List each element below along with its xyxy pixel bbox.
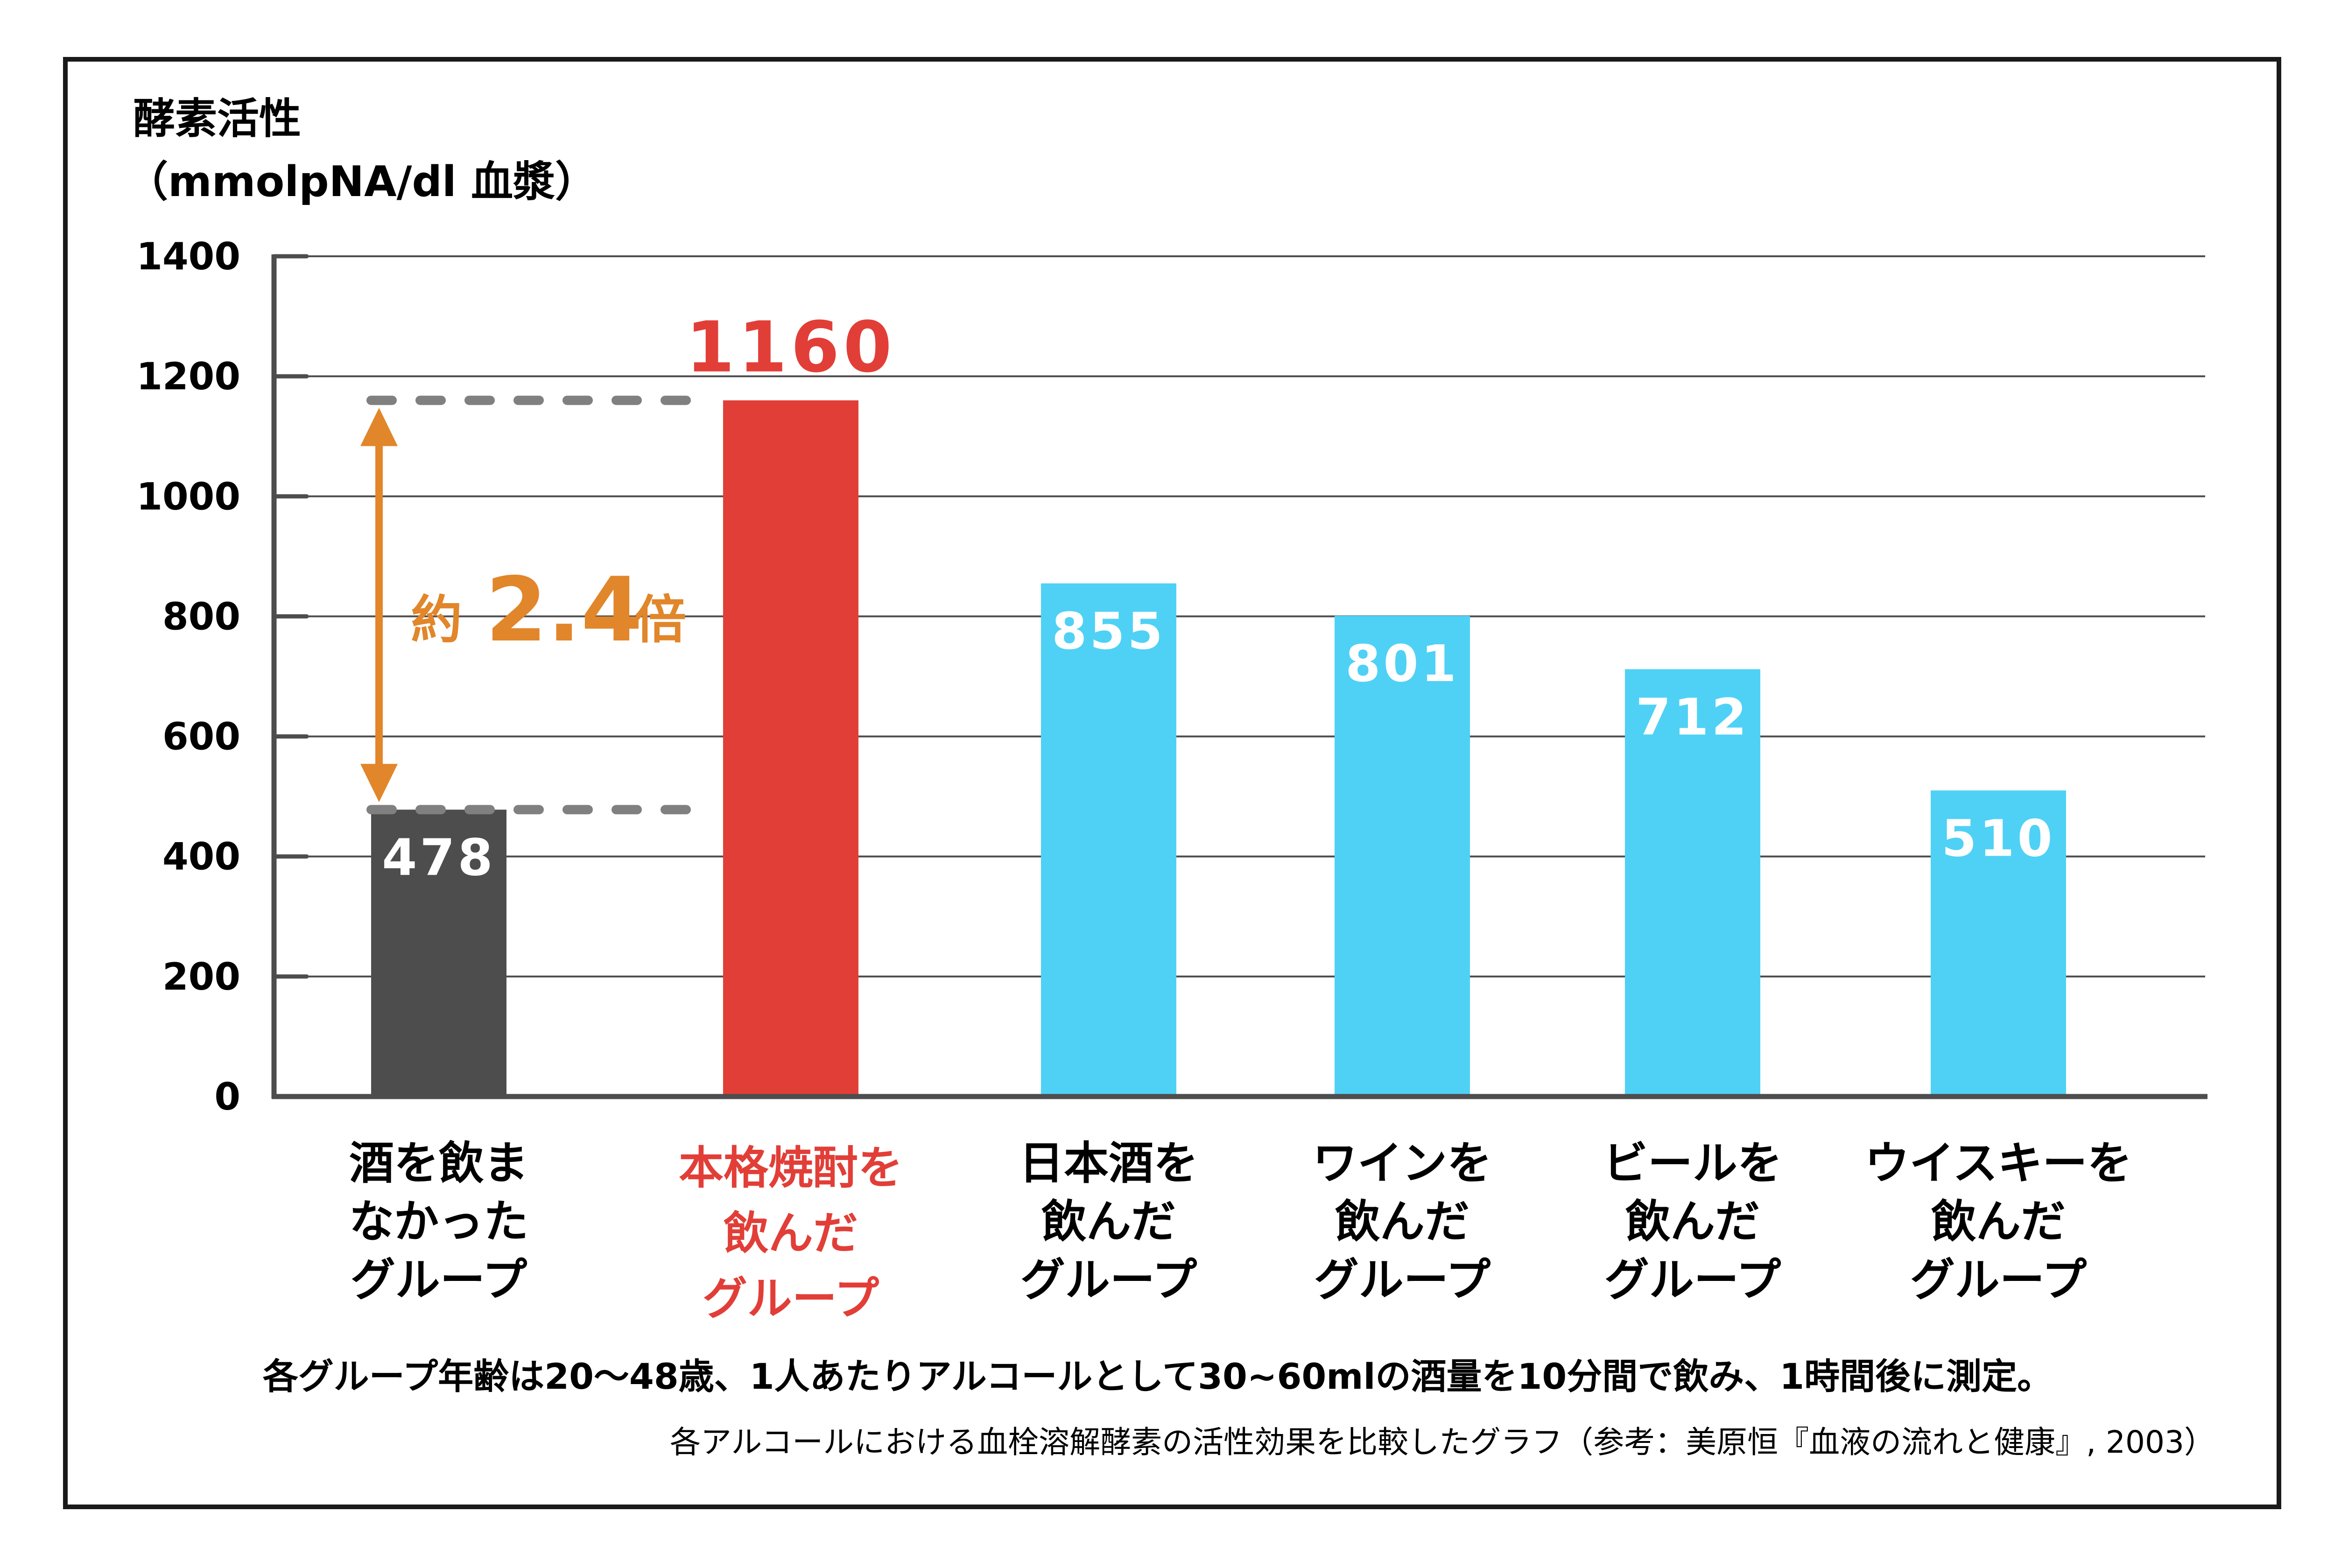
bar [723, 400, 858, 1097]
category-label-line: 酒を飲ま [349, 1137, 528, 1189]
category-label-line: グループ [1314, 1254, 1490, 1306]
y-tick-label: 200 [162, 955, 240, 998]
y-tick-label: 1400 [136, 235, 240, 278]
category-label-line: ウイスキーを [1864, 1137, 2132, 1189]
category-label-line: グループ [1910, 1254, 2087, 1306]
value-label: 510 [1941, 809, 2055, 868]
footnotes: 各グループ年齢は20～48歳、1人あたりアルコールとして30~60mlの酒量を1… [263, 1356, 2215, 1460]
y-axis-title-line1: 酵素活性 [133, 94, 301, 143]
category-label-line: 飲んだ [1931, 1195, 2066, 1248]
category-label-line: 飲んだ [724, 1207, 858, 1259]
bar [371, 809, 506, 1097]
category-label-line: 日本酒を [1019, 1137, 1198, 1189]
category-label-line: 飲んだ [1625, 1195, 1760, 1248]
category-label-line: ワインを [1313, 1137, 1492, 1189]
annotation-prefix: 約 [411, 590, 462, 650]
value-label: 801 [1345, 635, 1459, 693]
value-label: 712 [1636, 689, 1749, 747]
value-label: 478 [382, 829, 495, 887]
value-labels: 478 1160 855 801 712 510 [382, 307, 2055, 887]
bar [1041, 583, 1176, 1097]
ratio-annotation: 約 2.4倍 [360, 395, 719, 815]
axes [271, 254, 2207, 1099]
annotation-ratio: 2.4 [485, 558, 643, 661]
category-label-line: なかった [349, 1195, 528, 1248]
category-label-line: グループ [1604, 1254, 1781, 1306]
y-tick-label: 0 [214, 1075, 240, 1118]
y-axis-ticks: 0 200 400 600 800 1000 1200 1400 [136, 235, 309, 1118]
category-label-line: ビールを [1603, 1137, 1782, 1189]
arrow-head-up-icon [360, 408, 398, 446]
y-tick-label: 1200 [136, 355, 240, 398]
category-label-line: グループ [1020, 1254, 1197, 1306]
gridlines [274, 255, 2205, 977]
category-label-line: 飲んだ [1335, 1195, 1469, 1248]
y-axis-title: 酵素活性 （mmolpNA/dl 血漿） [126, 94, 597, 206]
category-label-line: 飲んだ [1041, 1195, 1176, 1248]
y-tick-label: 600 [162, 715, 240, 759]
bar [1335, 616, 1470, 1097]
arrow-head-down-icon [360, 764, 398, 802]
bars [371, 400, 2066, 1097]
footnote-method: 各グループ年齢は20～48歳、1人あたりアルコールとして30~60mlの酒量を1… [263, 1356, 2053, 1397]
value-label: 855 [1052, 603, 1165, 661]
y-tick-label: 800 [162, 595, 240, 638]
footnote-source: 各アルコールにおける血栓溶解酵素の活性効果を比較したグラフ（参考：美原恒『血液の… [670, 1424, 2215, 1460]
annotation-suffix: 倍 [635, 590, 686, 650]
bar [1931, 790, 2066, 1097]
value-label: 1160 [686, 307, 895, 388]
category-label-line: グループ [703, 1273, 879, 1325]
bar [1625, 669, 1760, 1097]
y-tick-label: 400 [162, 835, 240, 879]
y-tick-label: 1000 [136, 475, 240, 518]
category-label-line: 本格焼酎を [679, 1142, 903, 1194]
y-axis-title-line2: （mmolpNA/dl 血漿） [126, 157, 597, 206]
category-label-line: グループ [351, 1254, 527, 1306]
